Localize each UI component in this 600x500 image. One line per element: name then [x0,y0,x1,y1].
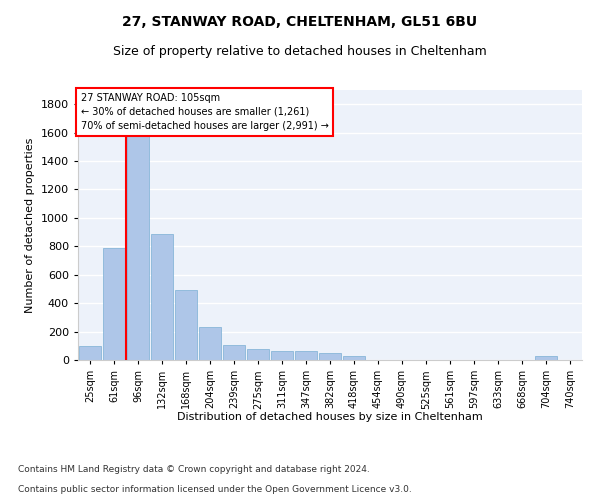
Text: Contains HM Land Registry data © Crown copyright and database right 2024.: Contains HM Land Registry data © Crown c… [18,465,370,474]
Bar [199,328,221,360]
Text: 27 STANWAY ROAD: 105sqm
← 30% of detached houses are smaller (1,261)
70% of semi: 27 STANWAY ROAD: 105sqm ← 30% of detache… [80,92,328,130]
Text: Size of property relative to detached houses in Cheltenham: Size of property relative to detached ho… [113,45,487,58]
Bar [79,346,101,360]
Bar [319,353,341,360]
Bar [223,345,245,360]
Bar [175,290,197,360]
Bar [247,350,269,360]
Bar [103,248,125,360]
Bar [127,124,149,360]
Bar [271,351,293,360]
Text: Distribution of detached houses by size in Cheltenham: Distribution of detached houses by size … [177,412,483,422]
Text: Contains public sector information licensed under the Open Government Licence v3: Contains public sector information licen… [18,485,412,494]
Bar [343,356,365,360]
Bar [535,356,557,360]
Y-axis label: Number of detached properties: Number of detached properties [25,138,35,312]
Bar [151,234,173,360]
Text: 27, STANWAY ROAD, CHELTENHAM, GL51 6BU: 27, STANWAY ROAD, CHELTENHAM, GL51 6BU [122,15,478,29]
Bar [295,352,317,360]
